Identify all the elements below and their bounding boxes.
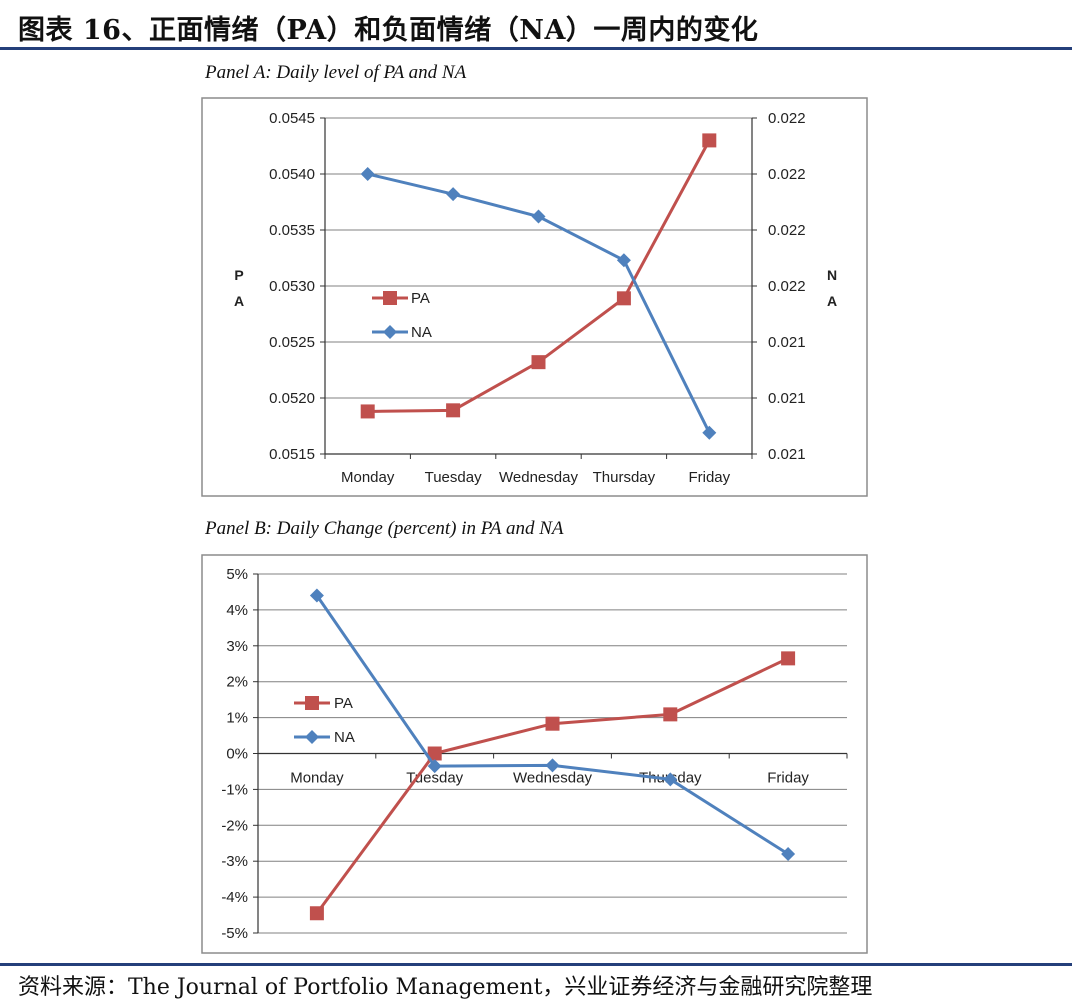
- data-point-na: [781, 847, 796, 862]
- data-point-na: [427, 759, 442, 774]
- right-tick-label: 0.022: [768, 166, 806, 183]
- data-point-na: [545, 758, 560, 773]
- x-tick-label: Wednesday: [499, 469, 578, 486]
- right-tick-label: 0.021: [768, 390, 806, 407]
- legend-label: PA: [334, 695, 353, 712]
- data-point-pa: [663, 707, 678, 722]
- x-tick-label: Friday: [767, 770, 809, 787]
- legend-label: NA: [334, 729, 355, 746]
- legend-marker: [383, 291, 397, 305]
- data-point-na: [360, 167, 375, 181]
- left-tick-label: 0.0520: [269, 390, 315, 407]
- y-tick-label: -3%: [221, 853, 248, 870]
- data-point-pa: [427, 746, 442, 761]
- data-point-pa: [545, 716, 560, 731]
- y-axis-title-char: P: [234, 267, 243, 283]
- right-tick-label: 0.021: [768, 334, 806, 351]
- x-tick-label: Monday: [341, 469, 395, 486]
- y-axis-title-char: A: [234, 293, 244, 309]
- legend-label: NA: [411, 324, 432, 341]
- y-tick-label: -1%: [221, 781, 248, 798]
- data-point-pa: [531, 355, 546, 370]
- legend-marker: [305, 696, 319, 710]
- data-point-pa: [702, 133, 717, 148]
- left-tick-label: 0.0525: [269, 334, 315, 351]
- data-point-na: [702, 425, 717, 440]
- data-point-na: [446, 187, 461, 202]
- y-tick-label: 1%: [226, 710, 248, 727]
- data-point-na: [616, 253, 631, 268]
- x-tick-label: Thursday: [593, 469, 656, 486]
- y-tick-label: -5%: [221, 925, 248, 942]
- x-tick-label: Wednesday: [513, 770, 592, 787]
- left-tick-label: 0.0535: [269, 222, 315, 239]
- data-point-na: [663, 772, 678, 787]
- y-tick-label: 0%: [226, 746, 248, 763]
- top-rule: [0, 47, 1072, 50]
- data-point-pa: [309, 906, 324, 921]
- data-point-pa: [781, 651, 796, 666]
- data-point-na: [531, 209, 546, 224]
- panel-a-frame: [201, 97, 868, 497]
- right-tick-label: 0.021: [768, 446, 806, 463]
- x-tick-label: Friday: [688, 469, 730, 486]
- y2-axis-title-char: A: [827, 293, 837, 309]
- legend-marker: [305, 730, 319, 744]
- right-tick-label: 0.022: [768, 278, 806, 295]
- panel-b-title: Panel B: Daily Change (percent) in PA an…: [205, 518, 564, 539]
- legend-label: PA: [411, 290, 430, 307]
- right-tick-label: 0.022: [768, 222, 806, 239]
- data-point-pa: [616, 291, 631, 306]
- x-tick-label: Monday: [290, 770, 344, 787]
- left-tick-label: 0.0545: [269, 110, 315, 127]
- y-tick-label: 3%: [226, 638, 248, 655]
- y-tick-label: 5%: [226, 566, 248, 583]
- y-tick-label: -4%: [221, 889, 248, 906]
- y-tick-label: 4%: [226, 602, 248, 619]
- panel-a-title: Panel A: Daily level of PA and NA: [205, 62, 467, 83]
- right-tick-label: 0.022: [768, 110, 806, 127]
- left-tick-label: 0.0515: [269, 446, 315, 463]
- y-tick-label: 2%: [226, 674, 248, 691]
- source-note: 资料来源：The Journal of Portfolio Management…: [18, 975, 873, 1000]
- panel-a-plot: 0.0515 0.021 0.0520 0.021 0.0525 0.021 0.0530 0…: [234, 110, 837, 486]
- figure-title: 图表 16、正面情绪（PA）和负面情绪（NA）一周内的变化: [18, 15, 759, 46]
- data-point-pa: [360, 404, 375, 419]
- data-point-na: [309, 588, 324, 603]
- legend-marker: [383, 325, 397, 339]
- panel-b-plot: -5%-4%-3%-2%-1%0%1%2%3%4%5%Monday Tuesday…: [221, 566, 848, 942]
- y2-axis-title-char: N: [827, 267, 837, 283]
- bottom-rule: [0, 963, 1072, 966]
- x-tick-label: Tuesday: [425, 469, 482, 486]
- left-tick-label: 0.0530: [269, 278, 315, 295]
- data-point-pa: [446, 403, 461, 418]
- left-tick-label: 0.0540: [269, 166, 315, 183]
- y-tick-label: -2%: [221, 817, 248, 834]
